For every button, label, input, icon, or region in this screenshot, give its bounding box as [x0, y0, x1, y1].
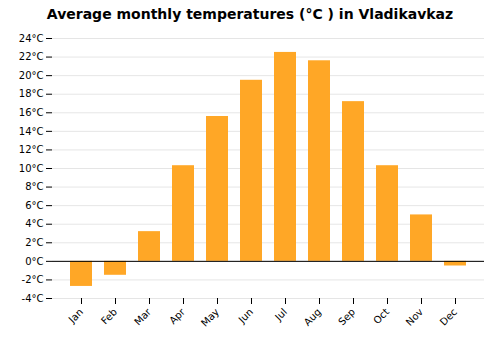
svg-text:16°C: 16°C — [19, 107, 44, 118]
svg-text:Apr: Apr — [167, 306, 188, 327]
svg-text:6°C: 6°C — [25, 200, 43, 211]
svg-text:-4°C: -4°C — [22, 293, 44, 304]
svg-text:24°C: 24°C — [19, 33, 44, 44]
svg-text:Oct: Oct — [371, 306, 391, 326]
svg-text:May: May — [199, 306, 221, 328]
svg-text:14°C: 14°C — [19, 126, 44, 137]
svg-text:-2°C: -2°C — [22, 274, 44, 285]
svg-text:0°C: 0°C — [25, 256, 43, 267]
svg-text:Sep: Sep — [336, 306, 357, 327]
svg-text:18°C: 18°C — [19, 88, 44, 99]
svg-text:20°C: 20°C — [19, 70, 44, 81]
svg-text:Dec: Dec — [438, 306, 459, 327]
svg-text:Feb: Feb — [99, 306, 119, 326]
svg-text:Nov: Nov — [404, 306, 426, 328]
svg-text:12°C: 12°C — [19, 144, 44, 155]
html-text:Average monthly temperatures (: Average monthly temperatures (°C ) in Vl… — [46, 6, 454, 22]
svg-text:Jul: Jul — [272, 306, 289, 323]
svg-text:Jun: Jun — [236, 306, 256, 326]
svg-text:8°C: 8°C — [25, 181, 43, 192]
svg-text:2°C: 2°C — [25, 237, 43, 248]
svg-text:Mar: Mar — [132, 306, 154, 328]
svg-text:Jan: Jan — [66, 306, 85, 325]
svg-text:22°C: 22°C — [19, 51, 44, 62]
svg-text:4°C: 4°C — [25, 218, 43, 229]
svg-text:10°C: 10°C — [19, 163, 44, 174]
svg-text:Aug: Aug — [302, 306, 324, 328]
